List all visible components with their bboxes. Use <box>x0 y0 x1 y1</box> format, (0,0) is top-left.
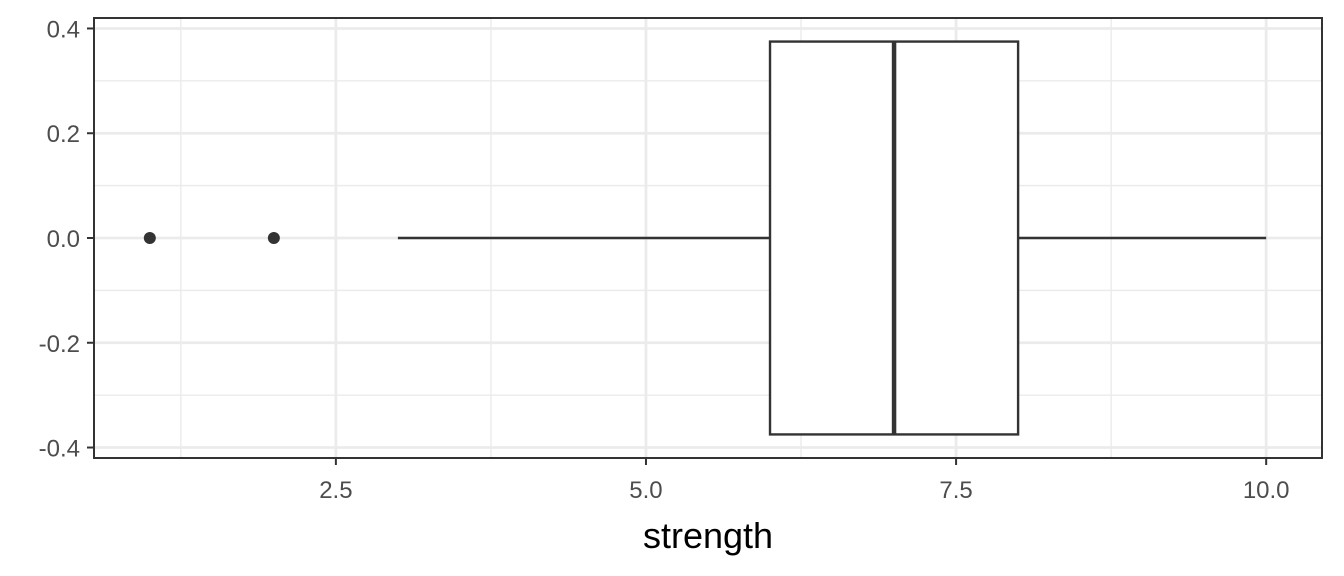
outlier-point <box>267 232 280 244</box>
x-tick-label: 2.5 <box>319 477 352 504</box>
axis-layer: 2.5 5.0 7.5 10.0 0.4 0.2 0.0 -0.2 -0.4 <box>39 16 1290 504</box>
x-tick-label: 7.5 <box>939 477 972 504</box>
y-tick-label: 0.0 <box>47 226 80 253</box>
y-tick-label: 0.4 <box>47 16 80 43</box>
x-axis-title: strength <box>643 515 773 556</box>
outlier-point <box>143 232 156 244</box>
y-tick-label: 0.2 <box>47 121 80 148</box>
y-tick-label: -0.4 <box>39 436 80 463</box>
x-tick-label: 10.0 <box>1243 477 1290 504</box>
y-tick-label: -0.2 <box>39 331 80 358</box>
plot-layer <box>143 40 1267 436</box>
x-tick-label: 5.0 <box>629 477 662 504</box>
